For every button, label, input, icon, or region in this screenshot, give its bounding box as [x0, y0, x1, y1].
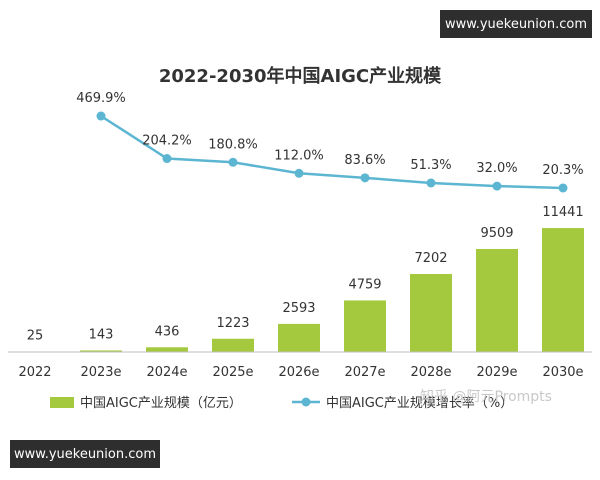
growth-point-2027e — [360, 173, 370, 183]
growth-point-2030e — [558, 183, 568, 193]
watermark-bottom: www.yuekeunion.com — [10, 440, 160, 468]
x-tick-labels: 2022 2023e 2024e 2025e 2026e 2027e 2028e 2029e 2… — [18, 365, 583, 380]
bar-2028e — [410, 273, 452, 352]
x-tick-2024e: 2024e — [146, 365, 187, 380]
bars-layer: 25 143 436 1223 2593 4759 7202 9509 11441 — [14, 205, 584, 352]
x-tick-2023e: 2023e — [80, 365, 121, 380]
watermark-zhihu: 知乎 @阿元Prompts — [420, 389, 552, 405]
growth-label-2027e: 83.6% — [344, 153, 385, 168]
growth-point-2023e — [96, 111, 106, 121]
growth-label-2025e: 180.8% — [208, 137, 258, 152]
growth-label-2023e: 469.9% — [76, 91, 126, 106]
growth-label-2028e: 51.3% — [410, 158, 451, 173]
bar-2027e — [344, 300, 386, 352]
chart-title: 2022-2030年中国AIGC产业规模 — [159, 65, 442, 87]
legend-swatch-bar — [50, 397, 74, 408]
legend-label-line: 中国AIGC产业规模增长率（%） — [326, 395, 513, 411]
x-tick-2028e: 2028e — [410, 365, 451, 380]
growth-label-2030e: 20.3% — [542, 163, 583, 178]
x-tick-2030e: 2030e — [542, 365, 583, 380]
x-tick-2026e: 2026e — [278, 365, 319, 380]
bar-2030e — [542, 228, 584, 352]
bar-2023e — [80, 350, 122, 352]
bar-label-2026e: 2593 — [282, 301, 315, 316]
bar-2026e — [278, 323, 320, 352]
x-tick-2029e: 2029e — [476, 365, 517, 380]
x-tick-2022: 2022 — [18, 365, 51, 380]
legend-label-bar: 中国AIGC产业规模（亿元） — [80, 396, 242, 411]
x-tick-2025e: 2025e — [212, 365, 253, 380]
growth-line-layer: 469.9% 204.2% 180.8% 112.0% 83.6% 51.3% 32.0% 2… — [76, 91, 584, 193]
legend-swatch-line-marker — [301, 397, 311, 407]
growth-point-2024e — [162, 154, 172, 164]
growth-line — [100, 114, 564, 190]
bar-label-2022: 25 — [27, 329, 44, 344]
bar-label-2023e: 143 — [89, 327, 114, 342]
bar-label-2027e: 4759 — [348, 277, 381, 292]
legend: 中国AIGC产业规模（亿元） 中国AIGC产业规模增长率（%） — [50, 395, 513, 411]
bar-2025e — [212, 338, 254, 352]
growth-label-2026e: 112.0% — [274, 148, 324, 163]
growth-label-2024e: 204.2% — [142, 134, 192, 149]
bar-label-2030e: 11441 — [542, 205, 583, 220]
x-tick-2027e: 2027e — [344, 365, 385, 380]
growth-point-2029e — [492, 181, 502, 191]
watermark-top: www.yuekeunion.com — [440, 10, 592, 38]
growth-point-2025e — [228, 157, 238, 167]
bar-label-2024e: 436 — [155, 324, 180, 339]
growth-point-2028e — [426, 178, 436, 188]
bar-label-2029e: 9509 — [480, 226, 513, 241]
bar-2024e — [146, 347, 188, 352]
growth-label-2029e: 32.0% — [476, 161, 517, 176]
bar-2029e — [476, 248, 518, 352]
bar-label-2028e: 7202 — [414, 251, 447, 266]
growth-point-2026e — [294, 168, 304, 178]
bar-label-2025e: 1223 — [216, 316, 249, 331]
